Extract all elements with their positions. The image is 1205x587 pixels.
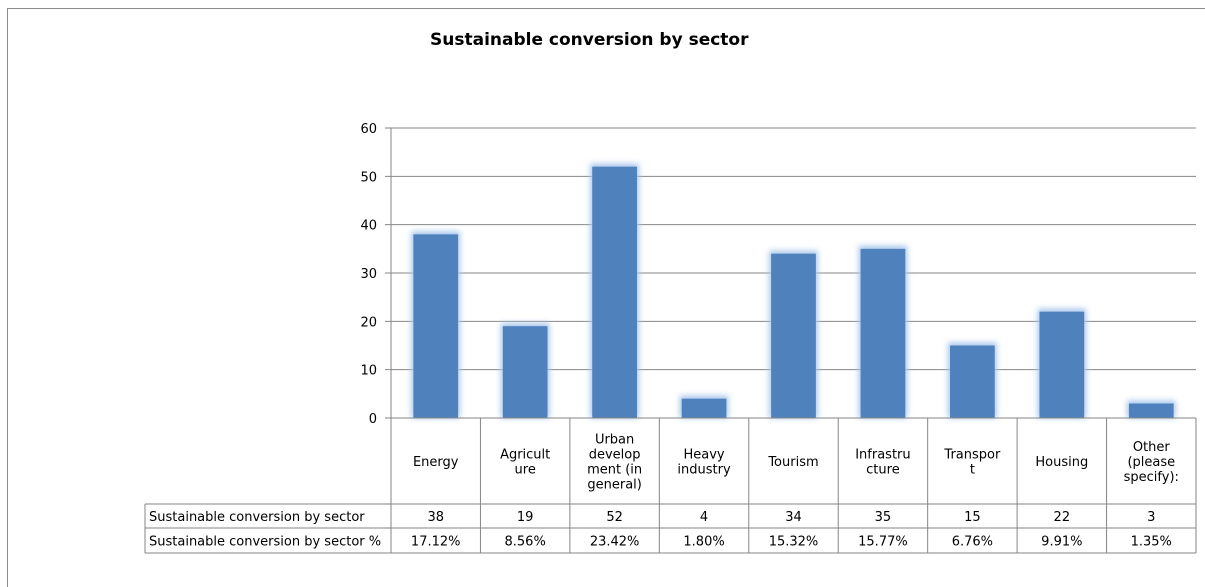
category-label: Urban [595,433,634,448]
table-cell: 15 [964,510,981,525]
bar [413,234,459,418]
table-cell: 8.56% [505,535,546,550]
table-cell: 1.80% [683,535,724,550]
bar [860,248,906,418]
category-label: t [970,463,975,478]
category-label: Heavy [683,448,724,463]
category-label: Housing [1035,455,1088,470]
category-label: (please [1127,455,1175,470]
bar [950,345,995,418]
bar [681,398,727,418]
category-label: Agricult [500,448,550,463]
y-tick-label: 20 [360,315,377,330]
bar [771,253,816,418]
bar [1039,311,1085,418]
category-label: Infrastru [855,448,910,463]
chart-frame [7,8,1205,587]
y-axis-ticks: 0 10 20 30 40 50 60 [360,122,377,427]
y-tick-label: 0 [369,412,377,427]
table-row-label: Sustainable conversion by sector [149,510,365,525]
y-tick-label: 30 [360,267,377,282]
category-label: ment (in [587,463,642,478]
category-label: Transpor [943,448,1001,463]
table-cell: 6.76% [952,535,993,550]
table-cell: 38 [427,510,444,525]
table-cell: 22 [1054,510,1071,525]
category-label: develop [589,448,641,463]
table-cell: 3 [1147,510,1155,525]
table-cell: 9.91% [1041,535,1082,550]
category-label: specify): [1124,470,1179,485]
table-cell: 17.12% [411,535,461,550]
category-label: industry [677,463,731,478]
bars [411,163,1176,418]
category-label: Other [1133,440,1171,455]
y-tick-label: 50 [360,170,377,185]
category-label: general) [587,478,641,493]
y-tick-label: 60 [360,122,377,137]
bar [502,326,548,418]
category-label: cture [866,463,900,478]
table-cell: 34 [785,510,802,525]
chart-title: Sustainable conversion by sector [430,30,749,50]
category-label: ure [515,463,536,478]
table-cell: 1.35% [1131,535,1172,550]
bar [1128,403,1174,418]
table-cell: 15.32% [769,535,819,550]
category-label: Energy [413,455,459,470]
table-cell: 52 [606,510,623,525]
bar [592,166,637,418]
category-label: Tourism [767,455,818,470]
table-row-label: Sustainable conversion by sector % [149,535,381,550]
y-tick-label: 40 [360,219,377,234]
table-cell: 19 [517,510,534,525]
y-tick-label: 10 [360,364,377,379]
table-cell: 15.77% [858,535,908,550]
table-cell: 23.42% [590,535,640,550]
table-cell: 35 [875,510,892,525]
table-cell: 4 [700,510,708,525]
